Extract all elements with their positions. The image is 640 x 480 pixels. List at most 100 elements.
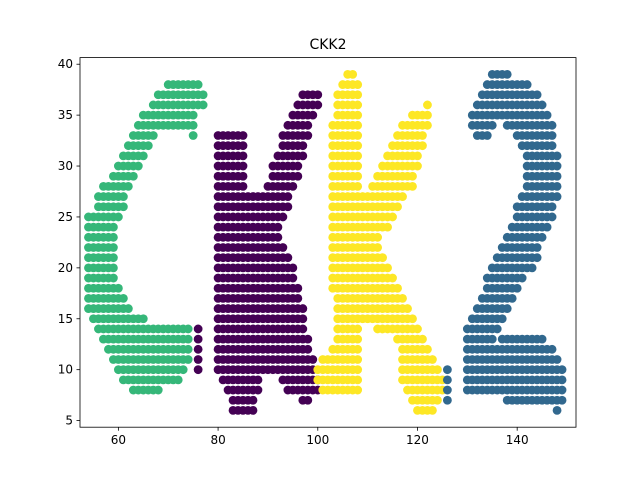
data-point bbox=[353, 120, 363, 130]
data-point bbox=[308, 355, 318, 364]
data-point bbox=[353, 365, 363, 375]
data-point bbox=[109, 253, 118, 263]
chart-title: CKK2 bbox=[309, 37, 346, 53]
data-point bbox=[313, 100, 323, 110]
data-point bbox=[418, 141, 427, 151]
data-point bbox=[248, 406, 258, 415]
data-point bbox=[433, 395, 442, 405]
y-tick-label: 15 bbox=[58, 312, 73, 326]
data-point bbox=[298, 314, 308, 324]
data-point bbox=[393, 202, 402, 212]
data-point bbox=[153, 385, 163, 395]
data-point bbox=[193, 365, 203, 375]
data-point bbox=[118, 192, 128, 201]
data-point bbox=[193, 324, 203, 334]
data-point bbox=[418, 131, 427, 140]
data-point bbox=[109, 243, 118, 252]
data-point bbox=[428, 406, 437, 415]
data-point bbox=[378, 253, 387, 263]
data-point bbox=[118, 294, 128, 303]
data-point bbox=[413, 161, 422, 171]
data-point bbox=[408, 171, 417, 181]
data-point bbox=[273, 222, 283, 232]
data-point bbox=[527, 263, 537, 273]
data-point bbox=[353, 110, 363, 120]
data-point bbox=[398, 294, 407, 303]
data-point bbox=[283, 202, 293, 212]
data-points bbox=[84, 70, 567, 415]
data-point bbox=[542, 222, 552, 232]
data-point bbox=[537, 232, 547, 242]
data-point bbox=[303, 131, 313, 140]
data-point bbox=[138, 151, 148, 161]
data-point bbox=[303, 395, 313, 405]
data-point bbox=[298, 141, 308, 151]
data-point bbox=[547, 202, 557, 212]
data-point bbox=[532, 90, 542, 100]
data-point bbox=[293, 171, 303, 181]
data-point bbox=[298, 324, 308, 334]
data-point bbox=[547, 344, 557, 354]
data-point bbox=[183, 344, 193, 354]
data-point bbox=[547, 131, 557, 140]
data-point bbox=[348, 70, 358, 79]
data-point bbox=[547, 120, 557, 130]
data-point bbox=[183, 334, 193, 344]
data-point bbox=[408, 182, 417, 191]
data-point bbox=[373, 232, 382, 242]
data-point bbox=[502, 304, 512, 313]
data-point bbox=[428, 355, 437, 364]
data-point bbox=[313, 90, 323, 100]
data-point bbox=[253, 375, 263, 385]
data-point bbox=[442, 385, 452, 395]
data-point bbox=[113, 283, 123, 293]
data-point bbox=[109, 273, 118, 283]
x-tick-label: 120 bbox=[406, 433, 429, 447]
data-point bbox=[423, 120, 432, 130]
data-point bbox=[193, 334, 203, 344]
series-0 bbox=[84, 80, 208, 395]
data-point bbox=[353, 334, 363, 344]
data-point bbox=[238, 151, 248, 161]
series-2 bbox=[313, 70, 447, 415]
data-point bbox=[353, 131, 363, 140]
x-tick-label: 140 bbox=[506, 433, 529, 447]
data-point bbox=[353, 182, 363, 191]
data-point bbox=[353, 171, 363, 181]
data-point bbox=[173, 375, 183, 385]
data-point bbox=[393, 283, 402, 293]
data-point bbox=[388, 273, 397, 283]
data-point bbox=[283, 253, 293, 263]
data-point bbox=[547, 212, 557, 222]
data-point bbox=[552, 355, 562, 364]
data-point bbox=[552, 151, 562, 161]
data-point bbox=[109, 232, 118, 242]
data-point bbox=[353, 375, 363, 385]
data-point bbox=[502, 70, 512, 79]
data-point bbox=[492, 324, 502, 334]
data-point bbox=[188, 120, 198, 130]
data-point bbox=[383, 222, 392, 232]
data-point bbox=[188, 131, 198, 140]
data-point bbox=[532, 243, 542, 252]
data-point bbox=[193, 355, 203, 364]
data-point bbox=[557, 395, 567, 405]
data-point bbox=[403, 304, 412, 313]
data-point bbox=[238, 141, 248, 151]
data-point bbox=[442, 375, 452, 385]
data-point bbox=[423, 100, 432, 110]
data-point bbox=[128, 171, 138, 181]
data-point bbox=[288, 182, 298, 191]
data-point bbox=[353, 161, 363, 171]
y-tick-label: 40 bbox=[58, 57, 73, 71]
data-point bbox=[183, 324, 193, 334]
x-tick-label: 80 bbox=[210, 433, 225, 447]
data-point bbox=[353, 80, 363, 89]
data-point bbox=[238, 182, 248, 191]
data-point bbox=[113, 212, 123, 222]
data-point bbox=[418, 334, 427, 344]
data-point bbox=[123, 182, 133, 191]
data-point bbox=[293, 294, 303, 303]
data-point bbox=[353, 385, 363, 395]
x-tick-label: 60 bbox=[111, 433, 126, 447]
